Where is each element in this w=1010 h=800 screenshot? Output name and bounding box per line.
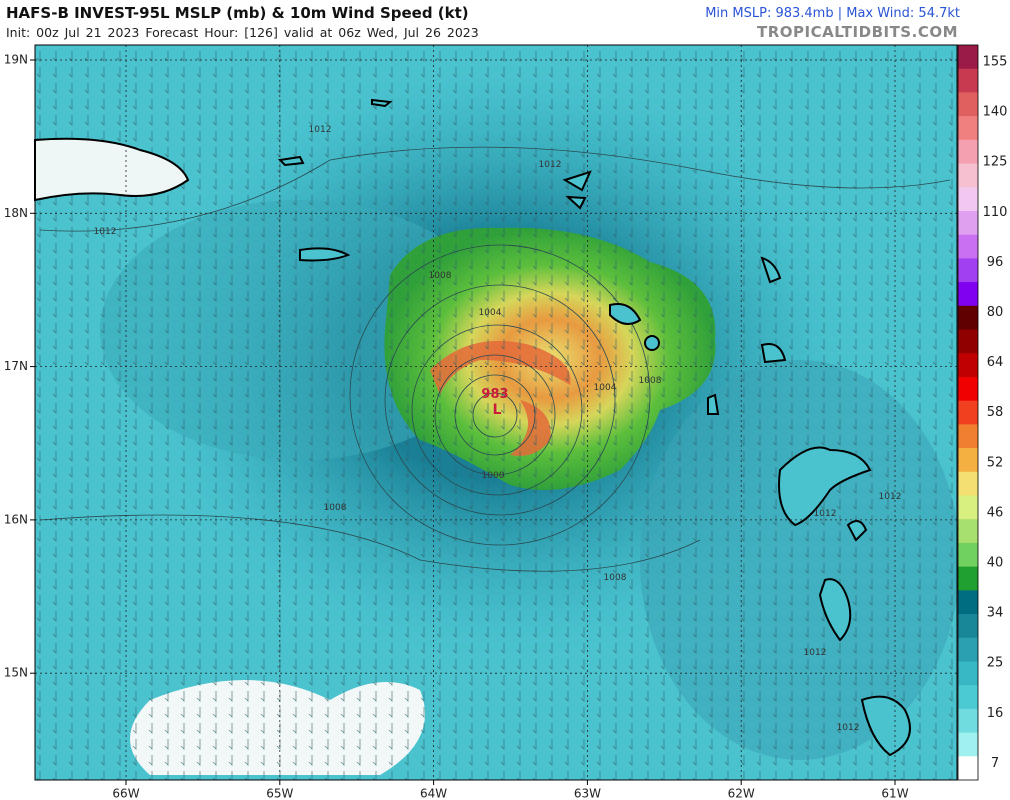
colorbar-segment (958, 590, 978, 615)
colorbar-segment (958, 614, 978, 639)
colorbar-label: 155 (983, 55, 1008, 70)
colorbar: 155 140 125 110 96 80 64 58 52 46 40 34 25 16 7 (957, 44, 1008, 781)
colorbar-segment (958, 542, 978, 568)
title: HAFS-B INVEST-95L MSLP (mb) & 10m Wind S… (6, 4, 469, 22)
contour-label: 1000 (482, 471, 505, 481)
grid (35, 45, 957, 780)
colorbar-label: 96 (987, 255, 1004, 270)
lon-label: 65W (266, 787, 293, 800)
contour-label: 1008 (429, 271, 452, 281)
colorbar-segment (958, 258, 978, 283)
colorbar-segment (958, 400, 978, 425)
colorbar-label: 40 (987, 556, 1004, 571)
colorbar-segment (958, 329, 978, 354)
map-field (35, 45, 960, 780)
colorbar-label: 64 (987, 355, 1004, 370)
contour-label: 1008 (639, 376, 662, 386)
contour-label: 1012 (539, 160, 562, 170)
colorbar-segment (958, 519, 978, 544)
lon-label: 66W (112, 787, 139, 800)
axes: 19N 18N 17N 16N 15N 66W 65W 64W 63W 62W 61W (4, 53, 909, 800)
lat-label: 19N (4, 53, 28, 67)
colorbar-segment (958, 45, 978, 70)
colorbar-segment (958, 495, 978, 520)
contour-label: 1012 (804, 648, 827, 658)
colorbar-label: 125 (983, 155, 1008, 170)
contour-label: 1012 (814, 509, 837, 519)
colorbar-segment (958, 68, 978, 93)
lon-label: 61W (881, 787, 908, 800)
contour-label: 1012 (837, 723, 860, 733)
colorbar-label: 80 (987, 305, 1004, 320)
colorbar-segment (958, 163, 978, 188)
map-frame (34, 44, 958, 781)
colorbar-label: 52 (987, 455, 1004, 470)
contour-label: 1004 (594, 383, 617, 393)
low-pressure-value: 983 (481, 387, 508, 402)
site-credit: TROPICALTIDBITS.COM (757, 23, 958, 41)
colorbar-label: 7 (991, 756, 999, 771)
colorbar-segment (958, 685, 978, 710)
colorbar-segment (958, 471, 978, 496)
lat-label: 18N (4, 206, 28, 220)
colorbar-label: 110 (983, 205, 1008, 220)
colorbar-segment (958, 282, 978, 307)
colorbar-label: 16 (987, 706, 1004, 721)
colorbar-segment (958, 637, 978, 662)
colorbar-segment (958, 92, 978, 117)
colorbar-segment (958, 305, 978, 331)
colorbar-segment (958, 661, 978, 686)
lat-label: 17N (4, 359, 28, 373)
init-info: Init: 00z Jul 21 2023 Forecast Hour: [12… (6, 25, 479, 40)
colorbar-segment (958, 139, 978, 165)
contour-label: 1012 (94, 227, 117, 237)
colorbar-segment (958, 756, 978, 781)
islands (34, 98, 911, 757)
colorbar-segment (958, 187, 978, 212)
colorbar-segment (958, 353, 978, 378)
colorbar-segment (958, 448, 978, 473)
low-marker: L (493, 402, 502, 418)
colorbar-label: 46 (987, 505, 1004, 520)
colorbar-segment (958, 566, 978, 591)
colorbar-frame (957, 44, 979, 781)
pressure-contours (39, 146, 951, 572)
colorbar-segment (958, 424, 978, 449)
lon-label: 62W (728, 787, 755, 800)
colorbar-segment (958, 376, 978, 402)
colorbar-label: 58 (987, 405, 1004, 420)
colorbar-segment (958, 732, 978, 757)
lat-label: 16N (4, 512, 28, 526)
colorbar-segment (958, 210, 978, 236)
contour-label: 1008 (324, 503, 347, 513)
colorbar-segment (958, 708, 978, 734)
lon-label: 63W (574, 787, 601, 800)
colorbar-label: 34 (987, 606, 1004, 621)
colorbar-label: 25 (987, 656, 1004, 671)
contour-label: 1012 (879, 492, 902, 502)
stats: Min MSLP: 983.4mb | Max Wind: 54.7kt (705, 6, 960, 21)
colorbar-segment (958, 234, 978, 259)
colorbar-segment (958, 116, 978, 141)
lat-label: 15N (4, 666, 28, 680)
lon-label: 64W (420, 787, 447, 800)
contour-label: 1008 (604, 573, 627, 583)
contour-label: 1012 (309, 125, 332, 135)
colorbar-label: 140 (983, 105, 1008, 120)
contour-label: 1004 (479, 308, 502, 318)
